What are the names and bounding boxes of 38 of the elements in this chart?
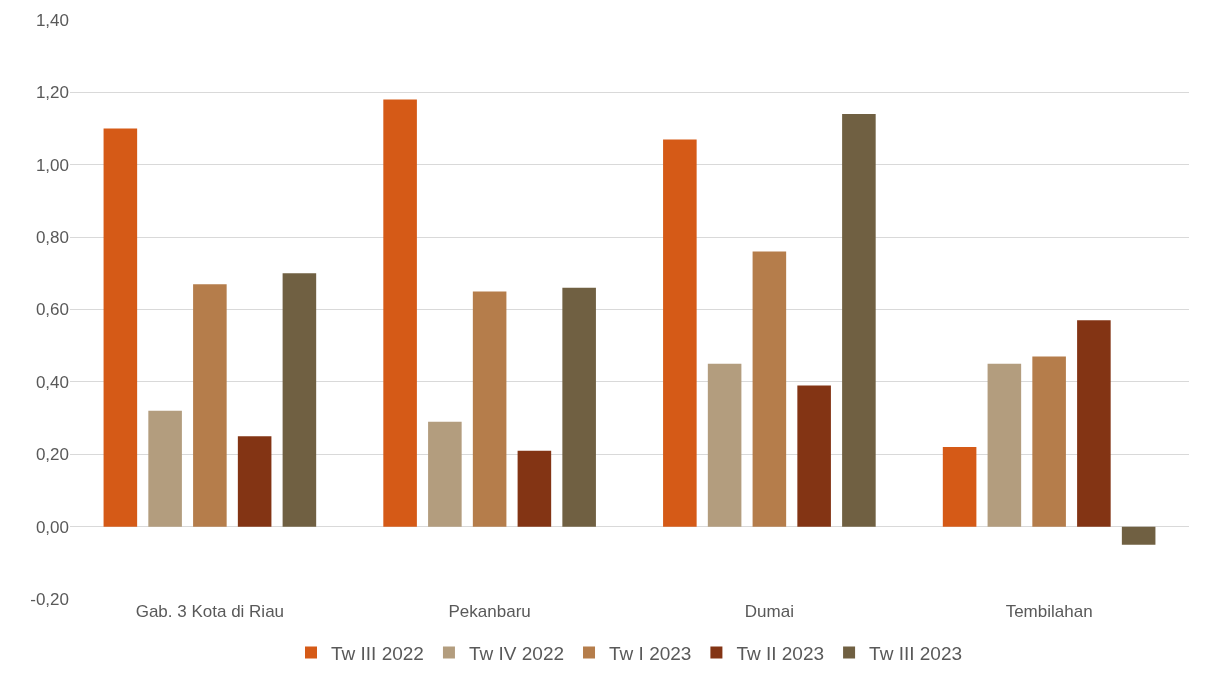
bar	[842, 114, 876, 527]
bar	[1032, 356, 1066, 527]
y-tick-label: 1,00	[35, 155, 69, 175]
y-tick-label: 0,60	[35, 300, 69, 320]
x-tick-label: Dumai	[744, 602, 794, 621]
bar	[707, 363, 742, 527]
legend-label: Tw I 2023	[609, 643, 692, 664]
bar	[472, 291, 507, 527]
bar	[797, 385, 831, 527]
bar	[383, 99, 417, 527]
bar	[282, 273, 317, 527]
y-tick-label: 0,20	[35, 445, 69, 465]
bar	[193, 284, 227, 527]
legend-label: Tw III 2022	[331, 643, 424, 664]
x-tick-label: Tembilahan	[1005, 602, 1093, 621]
bar	[148, 410, 182, 527]
bar	[942, 447, 977, 527]
legend-label: Tw II 2023	[736, 643, 825, 664]
legend-label: Tw IV 2022	[468, 643, 565, 664]
bar	[987, 363, 1022, 527]
bar	[1121, 526, 1156, 545]
bar	[562, 287, 596, 527]
bar	[428, 421, 462, 527]
y-tick-label: 1,40	[35, 10, 69, 30]
bar	[237, 436, 272, 527]
x-tick-label: Gab. 3 Kota di Riau	[135, 602, 285, 621]
y-tick-label: 0,80	[35, 228, 69, 248]
bar	[103, 128, 138, 527]
y-tick-label: -0,20	[30, 589, 69, 609]
y-tick-label: 0,40	[35, 372, 69, 392]
bar	[752, 251, 787, 527]
bar	[663, 139, 697, 527]
x-tick-label: Pekanbaru	[448, 602, 531, 621]
y-tick-label: 0,00	[35, 517, 69, 537]
bar	[1077, 320, 1111, 527]
bar	[517, 450, 552, 527]
legend-label: Tw III 2023	[869, 643, 963, 664]
y-tick-label: 1,20	[35, 83, 69, 103]
